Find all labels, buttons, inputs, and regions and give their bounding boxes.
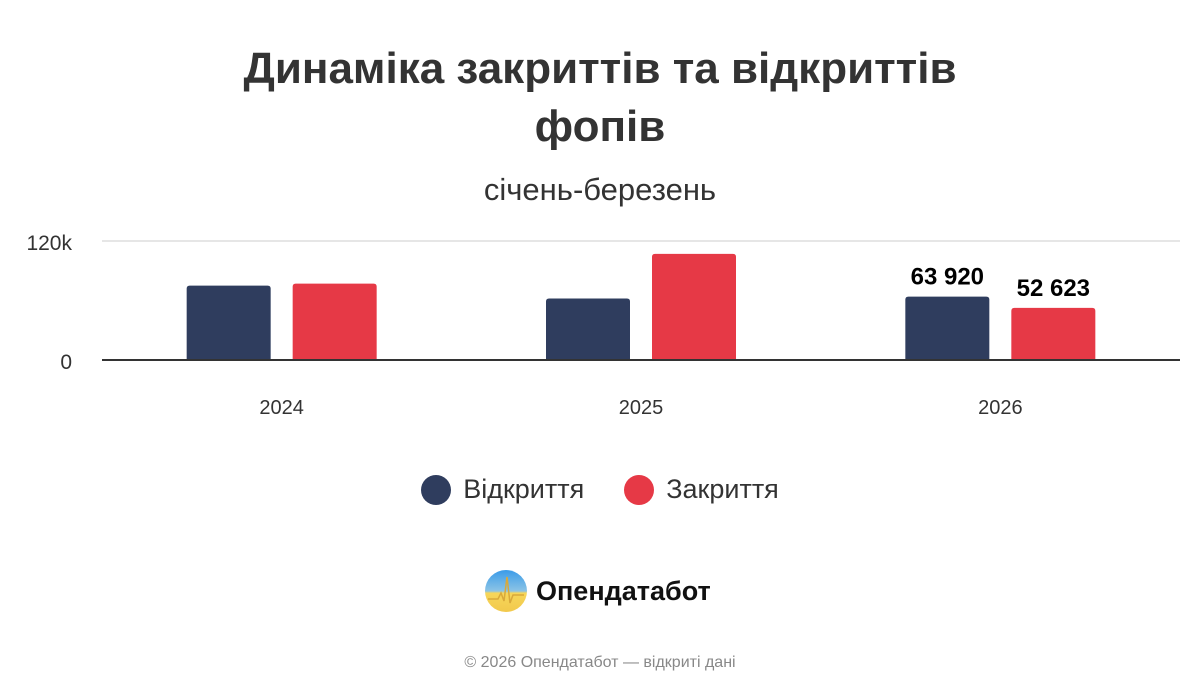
- logo-text: Опендатабот: [536, 575, 711, 606]
- logo-icon: [485, 570, 527, 612]
- bar-Закриття-2025: [652, 253, 736, 360]
- y-tick-label: 0: [60, 351, 72, 374]
- y-tick-label: 120k: [26, 232, 72, 255]
- legend: Відкриття Закриття: [0, 474, 1200, 505]
- footer-copyright: © 2026 Опендатабот — відкриті дані: [464, 654, 736, 671]
- chart-subtitle: січень-березень: [483, 172, 717, 207]
- data-label: 52 623: [1017, 275, 1090, 302]
- data-label: 63 920: [911, 264, 984, 291]
- bar-Відкриття-2025: [546, 298, 630, 360]
- bar-Закриття-2026: [1011, 307, 1096, 360]
- legend-label: Відкриття: [463, 474, 585, 504]
- bar-Закриття-2024: [292, 283, 377, 360]
- legend-swatch: [421, 474, 452, 505]
- bar-Відкриття-2024: [186, 285, 271, 360]
- legend-item-closures[interactable]: Закриття: [624, 474, 779, 505]
- x-tick-label: 2024: [259, 397, 304, 419]
- x-tick-label: 2026: [978, 397, 1023, 419]
- bar-chart: 0 120k 2024 2025 63 920 52 623 2026: [26, 232, 1180, 419]
- x-tick-label: 2025: [619, 397, 664, 419]
- legend-swatch: [624, 474, 655, 505]
- legend-label: Закриття: [666, 474, 779, 504]
- chart-title: Динаміка закриттів та відкриттів фопів: [243, 44, 957, 151]
- opendatabot-logo: Опендатабот: [484, 569, 711, 613]
- legend-item-openings[interactable]: Відкриття: [421, 474, 584, 505]
- bar-Відкриття-2026: [905, 296, 990, 360]
